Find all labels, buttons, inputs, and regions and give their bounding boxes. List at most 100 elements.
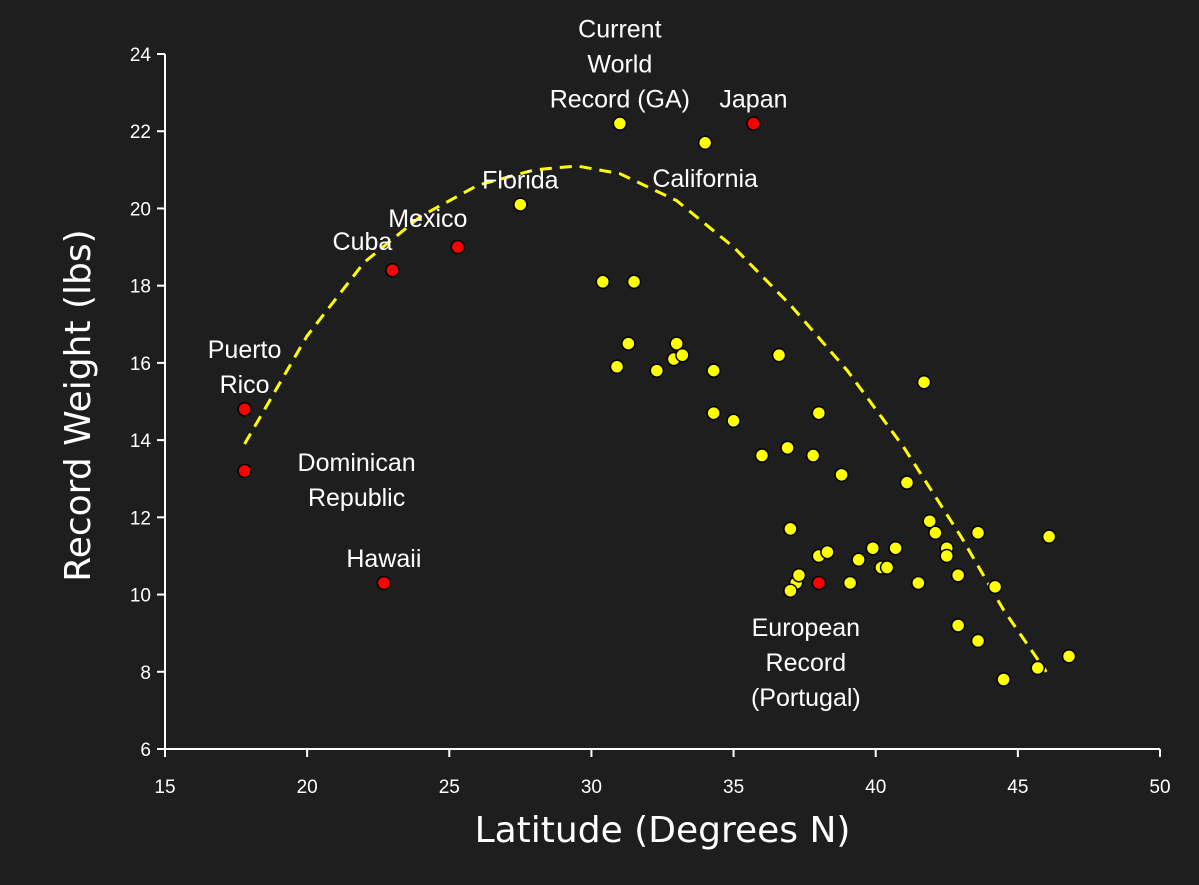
y-tick-label: 20	[130, 199, 151, 220]
data-point	[783, 583, 798, 598]
data-point	[771, 347, 787, 363]
data-point	[811, 405, 827, 421]
x-axis-title: Latitude (Degrees N)	[475, 810, 851, 851]
annotation-line: Hawaii	[346, 545, 421, 573]
data-point	[996, 672, 1011, 687]
data-point	[626, 274, 642, 290]
annotation-line: Record	[766, 649, 847, 677]
y-tick-label: 8	[140, 663, 151, 684]
data-point	[697, 135, 713, 151]
y-tick-label: 18	[130, 277, 151, 298]
x-tick-label: 30	[581, 777, 602, 798]
data-point	[783, 521, 798, 537]
annotation-label: Dominican Republic	[298, 449, 416, 512]
data-point	[675, 347, 690, 363]
data-point	[950, 618, 966, 633]
data-point	[987, 579, 1003, 595]
annotation-line: Mexico	[388, 205, 467, 233]
annotation-line: Puerto	[208, 336, 282, 364]
data-point	[950, 568, 966, 583]
data-point	[928, 525, 943, 541]
data-point	[851, 552, 866, 568]
data-point	[879, 560, 895, 575]
x-tick-label: 20	[297, 777, 318, 798]
data-point	[805, 448, 821, 463]
data-point	[970, 633, 986, 649]
data-point	[911, 575, 926, 591]
x-tick-label: 25	[439, 777, 460, 798]
data-point	[726, 413, 741, 429]
data-point	[820, 544, 835, 560]
data-point	[609, 359, 625, 374]
data-point-highlight	[237, 463, 252, 479]
data-point-highlight	[237, 401, 252, 417]
data-point	[706, 363, 721, 378]
x-tick-label: 40	[865, 777, 886, 798]
annotation-line: World	[587, 51, 652, 79]
data-point	[922, 513, 937, 529]
data-point-highlight	[385, 262, 400, 278]
data-point	[1030, 660, 1046, 676]
data-point	[899, 475, 915, 490]
annotation-line: Cuba	[333, 228, 393, 256]
annotation-label: Puerto Rico	[208, 336, 282, 399]
y-tick-label: 24	[130, 45, 152, 66]
annotation-label: Current World Record (GA)	[550, 16, 690, 114]
data-point	[834, 467, 849, 483]
annotation-label: Hawaii	[346, 545, 421, 573]
data-point	[649, 363, 665, 378]
annotation-label: Cuba	[333, 228, 393, 256]
y-tick-label: 22	[130, 122, 151, 143]
y-tick-label: 16	[130, 354, 151, 375]
annotation-line: California	[652, 165, 758, 193]
data-point-highlight	[811, 575, 827, 591]
x-tick-label: 35	[723, 777, 744, 798]
annotation-label: Mexico	[388, 205, 467, 233]
x-tick-label: 45	[1007, 777, 1028, 798]
annotation-label: Japan	[719, 86, 787, 114]
y-tick-label: 14	[130, 431, 152, 452]
annotation-line: Record (GA)	[550, 86, 690, 114]
annotation-line: Current	[578, 16, 661, 44]
x-tick-label: 50	[1149, 777, 1170, 798]
y-axis-title: Record Weight (lbs)	[58, 229, 99, 581]
data-point	[595, 274, 611, 290]
annotation-line: Rico	[220, 371, 270, 399]
data-point	[612, 116, 628, 131]
annotation-line: Florida	[482, 167, 559, 195]
data-point	[939, 548, 955, 564]
data-point-highlight	[376, 575, 392, 591]
annotation-line: (Portugal)	[751, 684, 861, 712]
data-point	[621, 336, 636, 351]
y-tick-label: 10	[130, 586, 151, 607]
data-point	[780, 440, 795, 456]
annotation-label: California	[652, 165, 758, 193]
annotations-group: Current World Record (GA) Japan Florida Calif…	[208, 16, 861, 712]
data-point	[888, 540, 903, 556]
x-tick-label: 15	[154, 777, 175, 798]
data-point	[513, 197, 528, 212]
annotation-line: Dominican	[298, 449, 416, 477]
data-point-highlight	[746, 116, 761, 131]
annotation-line: European	[752, 614, 860, 642]
annotation-line: Japan	[719, 86, 787, 114]
points-group	[237, 116, 1077, 687]
annotation-label: Florida	[482, 167, 559, 195]
annotation-line: Republic	[308, 484, 405, 512]
data-point	[842, 575, 858, 591]
data-point	[865, 540, 881, 556]
data-point	[791, 568, 807, 583]
data-point	[754, 448, 770, 463]
y-tick-label: 12	[130, 508, 151, 529]
data-point	[669, 336, 684, 351]
annotation-label: European Record (Portugal)	[751, 614, 861, 712]
data-point	[1041, 529, 1057, 544]
data-point-highlight	[450, 239, 466, 255]
data-point	[916, 374, 932, 390]
data-point	[1061, 649, 1077, 664]
data-point	[706, 405, 721, 421]
axes: 6 8 10 12 14 16 18 20 22 24 15 20 25 30 35 40 45 50	[130, 45, 1171, 798]
y-tick-label: 6	[140, 740, 151, 761]
